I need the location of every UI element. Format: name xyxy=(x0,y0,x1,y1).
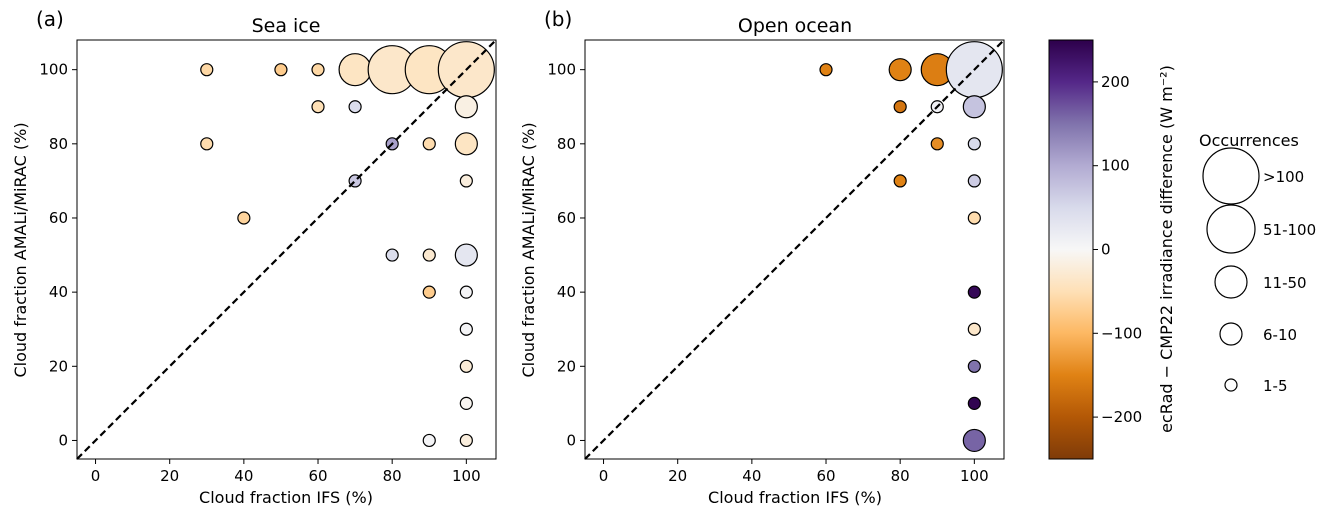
y-tick-label: 40 xyxy=(49,283,68,301)
data-point xyxy=(459,359,473,373)
plot-frame-b xyxy=(584,39,1005,460)
x-tick-label: 20 xyxy=(160,467,179,485)
points-b xyxy=(819,41,1003,453)
data-point xyxy=(967,396,981,410)
points-a xyxy=(200,41,495,448)
data-point xyxy=(967,211,981,225)
x-tick-label: 60 xyxy=(816,467,835,485)
colorbar-gradient xyxy=(1048,39,1094,460)
data-point xyxy=(274,63,288,77)
data-point xyxy=(888,58,912,82)
y-tick-label: 100 xyxy=(547,61,576,79)
x-tick-label: 20 xyxy=(668,467,687,485)
x-tick-label: 0 xyxy=(91,467,101,485)
legend-entry-label: 1-5 xyxy=(1263,377,1288,395)
data-point xyxy=(459,174,473,188)
colorbar: ecRad − CMP22 irradiance difference (W m… xyxy=(1048,39,1176,460)
x-tick-label: 0 xyxy=(599,467,609,485)
y-tick-label: 0 xyxy=(58,431,68,449)
data-point xyxy=(338,53,372,87)
y-tick-label: 60 xyxy=(49,209,68,227)
colorbar-tick-label: −200 xyxy=(1101,408,1142,426)
data-point xyxy=(200,63,214,77)
data-point xyxy=(237,211,251,225)
colorbar-tick-label: −100 xyxy=(1101,324,1142,342)
legend-marker xyxy=(1202,147,1260,205)
data-point xyxy=(385,248,399,262)
y-tick-label: 100 xyxy=(39,61,68,79)
data-point xyxy=(962,95,986,119)
data-point xyxy=(459,433,473,448)
data-point xyxy=(967,322,981,336)
y-tick-label: 80 xyxy=(557,135,576,153)
colorbar-tick-label: 200 xyxy=(1101,73,1130,91)
y-axis-label-b: Cloud fraction AMALi/MiRAC (%) xyxy=(519,122,538,377)
data-point xyxy=(967,285,981,299)
legend-title: Occurrences xyxy=(1199,131,1299,150)
x-axis-label-b: Cloud fraction IFS (%) xyxy=(708,488,882,507)
data-point xyxy=(893,100,907,114)
data-point xyxy=(459,322,473,336)
legend-entry-label: >100 xyxy=(1263,168,1304,186)
panel-sea-ice: (a) Sea ice Cloud fraction IFS (%) Cloud… xyxy=(11,7,497,507)
legend-marker xyxy=(1224,378,1238,392)
x-tick-label: 40 xyxy=(234,467,253,485)
data-point xyxy=(422,433,436,448)
data-point xyxy=(311,63,325,77)
data-point xyxy=(967,359,981,373)
data-point xyxy=(348,100,362,114)
x-tick-label: 80 xyxy=(383,467,402,485)
x-tick-label: 60 xyxy=(308,467,327,485)
data-point xyxy=(422,248,436,262)
data-point xyxy=(930,137,944,151)
size-legend: Occurrences >100 51-100 11-50 6-10 1-5 xyxy=(1199,131,1316,395)
title-open-ocean: Open ocean xyxy=(738,15,852,37)
legend-marker xyxy=(1206,204,1256,254)
data-point xyxy=(311,100,325,114)
y-tick-label: 60 xyxy=(557,209,576,227)
data-point xyxy=(962,428,986,453)
data-point xyxy=(967,174,981,188)
data-point xyxy=(422,137,436,151)
data-point xyxy=(200,137,214,151)
x-axis-label-a: Cloud fraction IFS (%) xyxy=(199,488,373,507)
legend-entry-label: 11-50 xyxy=(1263,274,1307,292)
legend-marker xyxy=(1219,322,1243,346)
y-axis-label-a: Cloud fraction AMALi/MiRAC (%) xyxy=(11,122,30,377)
data-point xyxy=(459,285,473,299)
y-tick-label: 20 xyxy=(557,357,576,375)
y-tick-label: 40 xyxy=(557,283,576,301)
plot-frame-a xyxy=(76,39,497,460)
data-point xyxy=(454,243,478,267)
colorbar-tick-label: 100 xyxy=(1101,157,1130,175)
colorbar-tick-label: 0 xyxy=(1101,241,1111,259)
data-point xyxy=(454,95,478,119)
x-tick-label: 100 xyxy=(452,467,481,485)
legend-marker xyxy=(1214,265,1248,299)
data-point xyxy=(967,137,981,151)
colorbar-label: ecRad − CMP22 irradiance difference (W m… xyxy=(1157,65,1176,433)
panel-label-b: (b) xyxy=(544,7,572,31)
data-point xyxy=(422,285,436,299)
y-tick-label: 20 xyxy=(49,357,68,375)
legend-entry-label: 51-100 xyxy=(1263,221,1316,239)
data-point xyxy=(454,132,478,156)
x-tick-label: 100 xyxy=(960,467,989,485)
title-sea-ice: Sea ice xyxy=(252,15,321,37)
panel-open-ocean: (b) Open ocean Cloud fraction IFS (%) Cl… xyxy=(519,7,1005,507)
y-tick-label: 80 xyxy=(49,135,68,153)
legend-entry-label: 6-10 xyxy=(1263,326,1297,344)
x-tick-label: 80 xyxy=(891,467,910,485)
panel-label-a: (a) xyxy=(36,7,64,31)
one-to-one-line xyxy=(76,39,497,460)
y-tick-label: 0 xyxy=(566,431,576,449)
data-point xyxy=(893,174,907,188)
data-point xyxy=(459,396,473,410)
data-point xyxy=(819,63,833,77)
x-tick-label: 40 xyxy=(742,467,761,485)
